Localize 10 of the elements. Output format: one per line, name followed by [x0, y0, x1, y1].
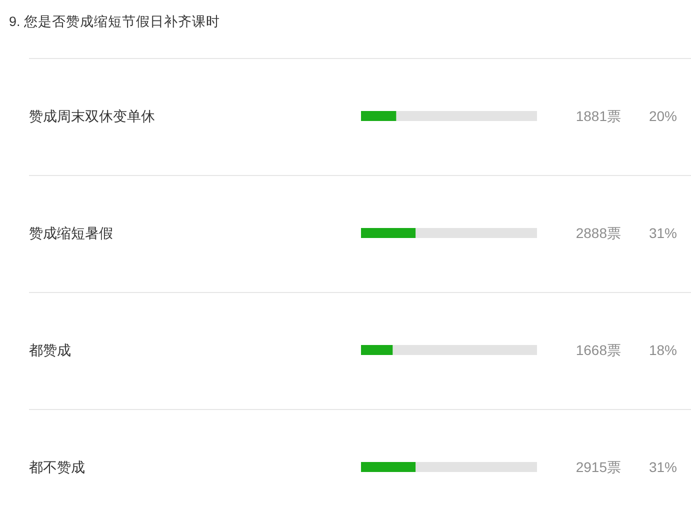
data-label: 20% [648, 108, 677, 124]
data-label: 18% [648, 342, 677, 358]
y-tick-label: 赞成周末双休变单休 [29, 108, 155, 124]
data-label: 31% [648, 459, 677, 475]
y-tick-label: 赞成缩短暑假 [29, 225, 113, 241]
annotations: 1881票 2888票 1668票 2915票 [576, 108, 621, 475]
text: 9. 您是否赞成缩短节假日补齐课时 [9, 14, 220, 29]
y-tick-label: 都不赞成 [29, 459, 85, 475]
data-label: 31% [648, 225, 677, 241]
y-tick-label: 都赞成 [29, 342, 71, 358]
